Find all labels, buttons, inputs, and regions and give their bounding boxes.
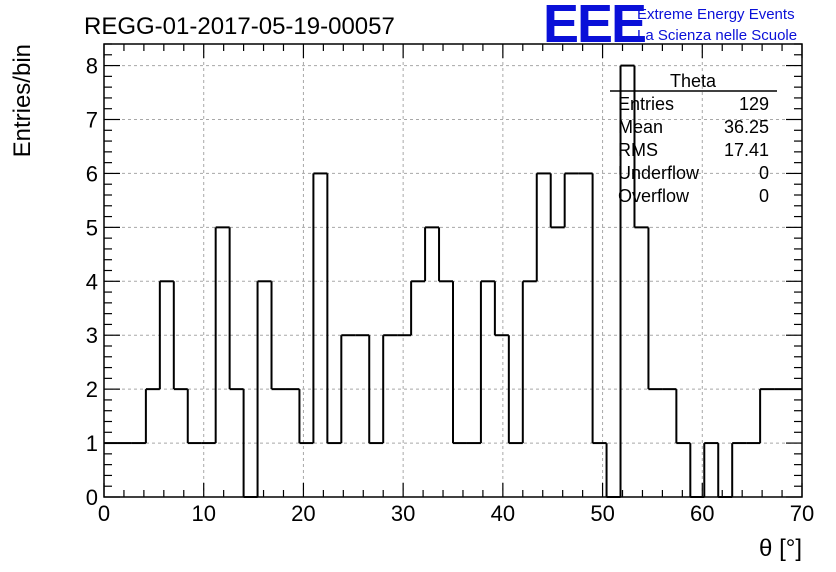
y-tick-label: 7 — [86, 108, 98, 133]
y-tick-label: 6 — [86, 161, 98, 186]
y-tick-label: 2 — [86, 377, 98, 402]
stats-name: Theta — [670, 71, 717, 91]
y-tick-label: 8 — [86, 54, 98, 79]
stats-label: Underflow — [618, 163, 700, 183]
stats-value: 0 — [759, 163, 769, 183]
axes — [103, 43, 803, 498]
x-tick-label: 50 — [590, 501, 614, 526]
y-tick-label: 4 — [86, 269, 98, 294]
stats-label: RMS — [618, 140, 658, 160]
histogram-bars — [104, 64, 802, 498]
stats-value: 17.41 — [724, 140, 769, 160]
tick-labels: 0 10 20 30 40 50 60 70 0 1 2 3 4 5 6 7 8 — [86, 54, 814, 526]
y-tick-label: 3 — [86, 323, 98, 348]
y-axis-title: Entries/bin — [9, 44, 36, 157]
x-tick-label: 10 — [191, 501, 215, 526]
stats-value: 0 — [759, 186, 769, 206]
x-tick-label: 60 — [690, 501, 714, 526]
run-title: REGG-01-2017-05-19-00057 — [84, 13, 395, 40]
y-tick-label: 0 — [86, 485, 98, 510]
stats-box: Theta Entries 129 Mean 36.25 RMS 17.41 Underfl… — [610, 71, 777, 206]
stats-rows: Entries 129 Mean 36.25 RMS 17.41 Underflow 0 Ove… — [618, 94, 769, 206]
logo-mark: EEE — [543, 0, 645, 54]
x-tick-label: 0 — [98, 501, 110, 526]
stats-value: 129 — [739, 94, 769, 114]
x-tick-label: 30 — [391, 501, 415, 526]
logo-line2: La Scienza nelle Scuole — [637, 27, 797, 44]
stats-label: Overflow — [618, 186, 690, 206]
y-tick-label: 1 — [86, 431, 98, 456]
x-tick-label: 20 — [291, 501, 315, 526]
stats-value: 36.25 — [724, 117, 769, 137]
eee-logo: EEE Extreme Energy Events La Scienza nel… — [543, 0, 797, 54]
x-axis-title: θ [°] — [759, 535, 802, 562]
y-tick-label: 5 — [86, 215, 98, 240]
logo-line1: Extreme Energy Events — [637, 6, 795, 23]
histogram-bin-edges — [144, 65, 762, 497]
stats-label: Mean — [618, 117, 663, 137]
x-tick-label: 70 — [790, 501, 814, 526]
stats-label: Entries — [618, 94, 674, 114]
x-tick-label: 40 — [491, 501, 515, 526]
